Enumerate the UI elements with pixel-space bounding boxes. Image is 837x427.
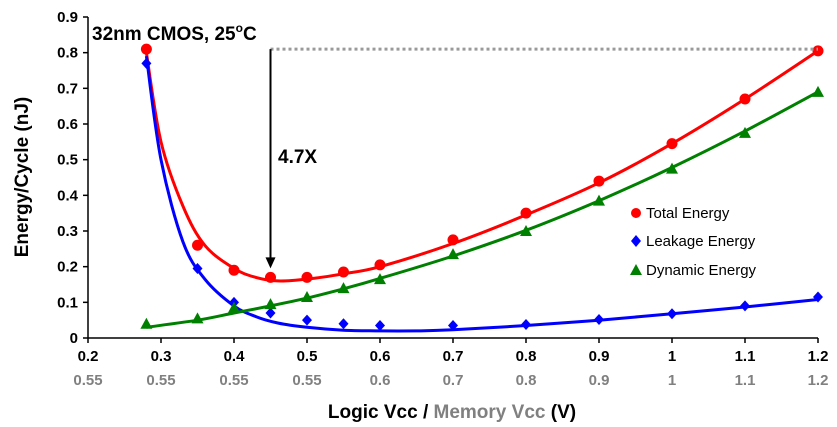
point-leakage — [813, 291, 823, 303]
point-dynamic — [593, 194, 605, 206]
point-total — [140, 43, 152, 55]
series-line-dynamic — [146, 90, 819, 329]
point-leakage — [448, 320, 458, 332]
point-leakage — [338, 318, 349, 330]
x-tick-label-logic: 1.1 — [735, 348, 756, 365]
x-axis-title-unit: (V) — [545, 402, 576, 423]
y-tick-label: 0.3 — [57, 223, 78, 240]
point-leakage — [192, 262, 203, 274]
point-dynamic — [191, 312, 204, 324]
y-tick-label: 0.6 — [57, 116, 78, 133]
point-total — [374, 259, 386, 271]
annotations — [265, 47, 818, 269]
annotation-title-main: 32nm CMOS, 25 — [92, 24, 236, 45]
legend-label-leakage: Leakage Energy — [646, 233, 756, 250]
point-leakage — [302, 314, 312, 326]
x-tick-label-logic: 0.4 — [224, 348, 246, 365]
point-dynamic — [374, 273, 386, 285]
x-tick-label-memory: 0.6 — [370, 372, 391, 389]
y-tick-label: 0 — [70, 330, 78, 347]
point-dynamic — [666, 162, 678, 174]
x-tick-label-memory: 0.55 — [146, 372, 175, 389]
x-tick-label-memory: 1 — [668, 372, 676, 389]
point-dynamic — [301, 290, 313, 302]
x-tick-label-memory: 0.8 — [516, 372, 537, 389]
annotation-title: 32nm CMOS, 25oC — [92, 21, 257, 45]
point-total — [447, 234, 459, 246]
x-tick-label-logic: 0.2 — [78, 348, 99, 365]
legend-label-total: Total Energy — [646, 205, 730, 222]
plot-area: 00.10.20.30.40.50.60.70.80.9 0.20.550.30… — [57, 9, 828, 389]
x-tick-label-memory: 1.2 — [808, 372, 829, 389]
legend-marker-total — [631, 208, 641, 218]
point-total — [265, 271, 276, 283]
point-total — [739, 93, 751, 105]
ratio-arrow-head — [265, 257, 276, 269]
point-total — [338, 266, 349, 278]
x-tick-label-memory: 1.1 — [735, 372, 756, 389]
y-tick-label: 0.7 — [57, 80, 78, 97]
x-tick-label-logic: 1.2 — [808, 348, 829, 365]
x-axis-title-logic: Logic Vcc / — [328, 402, 434, 423]
point-leakage — [375, 320, 385, 332]
x-tick-label-logic: 0.9 — [589, 348, 610, 365]
x-tick-label-memory: 0.55 — [219, 372, 248, 389]
point-dynamic — [520, 225, 532, 236]
point-leakage — [521, 318, 531, 330]
point-dynamic — [812, 85, 824, 97]
point-leakage — [667, 308, 677, 320]
point-total — [520, 207, 532, 219]
annotation-title-unit: C — [243, 24, 257, 45]
point-leakage — [265, 307, 276, 319]
point-total — [666, 138, 678, 150]
x-tick-label-logic: 0.3 — [151, 348, 172, 365]
y-tick-label: 0.1 — [57, 294, 78, 311]
point-dynamic — [739, 126, 751, 138]
x-tick-label-memory: 0.55 — [73, 372, 102, 389]
x-tick-label-memory: 0.9 — [589, 372, 610, 389]
y-ticks: 0 0.1 0.2 0.3 0.4 0.5 0.6 0.7 0.8 0.9 — [57, 9, 88, 347]
y-tick-label: 0.2 — [57, 259, 78, 276]
series-line-leakage — [144, 55, 819, 333]
point-total — [593, 175, 605, 187]
y-tick-label: 0.4 — [57, 187, 79, 204]
point-dynamic — [447, 248, 459, 260]
y-tick-label: 0.8 — [57, 45, 78, 62]
x-axis-title: Logic Vcc / Memory Vcc (V) — [328, 402, 576, 423]
y-axis-title: Energy/Cycle (nJ) — [12, 97, 33, 258]
point-total — [192, 239, 203, 251]
legend-label-dynamic: Dynamic Energy — [646, 262, 757, 279]
y-tick-label: 0.5 — [57, 152, 78, 169]
point-total — [301, 271, 313, 283]
point-leakage — [740, 300, 750, 312]
point-dynamic — [228, 301, 240, 313]
point-dynamic — [337, 282, 350, 294]
x-axis-title-memory: Memory Vcc — [434, 402, 546, 423]
x-tick-label-memory: 0.7 — [443, 372, 464, 389]
x-tick-label-logic: 0.5 — [297, 348, 318, 365]
series-curves — [144, 49, 819, 333]
legend-marker-dynamic — [630, 264, 642, 275]
annotation-ratio: 4.7X — [278, 147, 317, 168]
point-total — [228, 264, 240, 276]
legend-marker-leakage — [631, 235, 641, 247]
x-tick-label-logic: 0.7 — [443, 348, 464, 365]
y-tick-label: 0.9 — [57, 9, 78, 26]
point-dynamic — [264, 298, 277, 310]
annotation-title-degree: o — [236, 21, 243, 35]
x-ticks: 0.2 0.55 0.3 0.55 0.4 0.55 0.5 0.55 0.6 0.6 0.7 0.7… — [73, 338, 828, 389]
point-dynamic — [140, 317, 153, 329]
x-tick-label-logic: 0.8 — [516, 348, 537, 365]
x-tick-label-memory: 0.55 — [292, 372, 321, 389]
series-markers — [140, 43, 824, 332]
x-tick-label-logic: 1 — [668, 348, 676, 365]
point-total — [812, 45, 824, 57]
legend: Total Energy Leakage Energy Dynamic Ener… — [630, 205, 757, 279]
point-leakage — [594, 313, 604, 325]
point-leakage — [141, 57, 152, 69]
x-tick-label-logic: 0.6 — [370, 348, 391, 365]
